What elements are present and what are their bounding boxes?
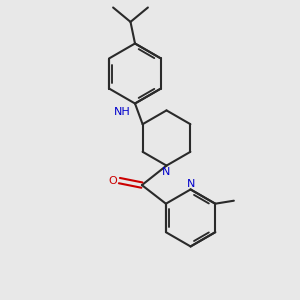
Text: O: O xyxy=(108,176,117,186)
Text: N: N xyxy=(162,167,171,177)
Text: NH: NH xyxy=(114,107,131,117)
Text: N: N xyxy=(186,179,195,189)
